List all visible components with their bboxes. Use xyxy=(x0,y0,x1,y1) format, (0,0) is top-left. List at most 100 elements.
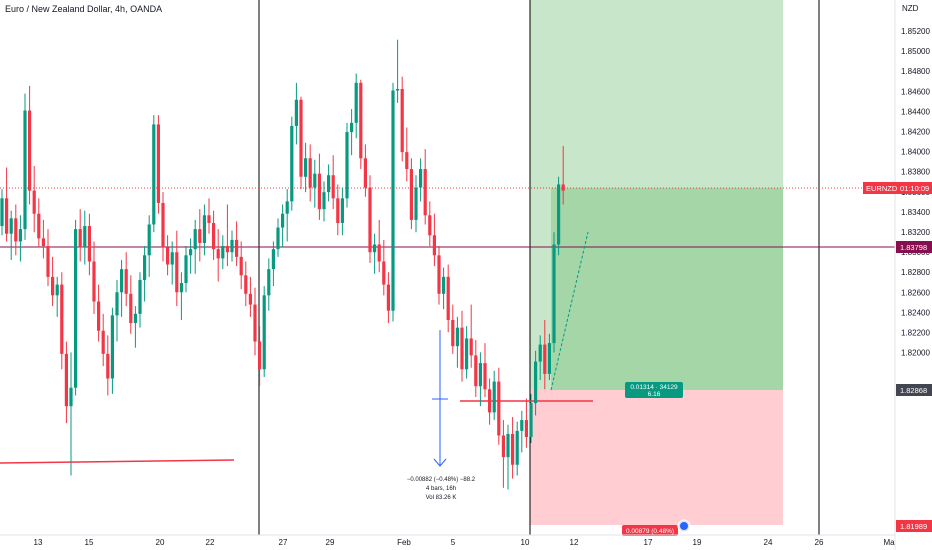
candle-body xyxy=(184,255,188,284)
candle-body xyxy=(193,229,197,250)
measure-label-volume: Vol 83.26 K xyxy=(426,495,457,501)
stop-price-tag: 1.81989 xyxy=(896,520,932,532)
candle-body xyxy=(138,279,142,314)
price-tick-label: 1.82200 xyxy=(901,329,930,338)
candle-body xyxy=(354,82,358,123)
candle-body xyxy=(437,255,441,294)
time-tick-label: 29 xyxy=(326,538,335,547)
candle-body xyxy=(115,292,119,316)
price-tick-label: 1.82400 xyxy=(901,308,930,317)
time-tick-label: 24 xyxy=(764,538,773,547)
time-tick-label: 22 xyxy=(206,538,215,547)
candle-body xyxy=(377,244,381,262)
candle-body xyxy=(133,313,137,324)
candle-body xyxy=(552,244,556,344)
time-tick-label: 27 xyxy=(279,538,288,547)
candle-body xyxy=(391,90,395,311)
candle-body xyxy=(515,430,519,465)
candle-body xyxy=(511,433,515,465)
candle-body xyxy=(212,222,216,250)
candle-body xyxy=(414,187,418,220)
candle-body xyxy=(230,239,234,253)
candle-body xyxy=(267,269,271,296)
price-tick-label: 1.82600 xyxy=(901,288,930,297)
candle-body xyxy=(258,341,262,370)
candle-body xyxy=(290,125,294,202)
time-axis[interactable]: 13 15 20 22 27 29 Feb 5 10 12 17 19 24 26 Ma xyxy=(0,534,895,547)
candle-body xyxy=(363,158,367,188)
candle-body xyxy=(28,110,32,191)
candle-body xyxy=(147,224,151,256)
entry-tag-value: 1.82868 xyxy=(900,386,927,395)
stop-tag-value: 1.81989 xyxy=(900,522,927,531)
candle-body xyxy=(368,187,372,253)
price-tick-label: 1.83800 xyxy=(901,168,930,177)
target-badge-label: 0.01314 · 34129 xyxy=(630,384,678,391)
target-badge-ratio: 6.16 xyxy=(648,391,661,398)
candle-body xyxy=(304,158,308,177)
symbol-tag-label: EURNZD xyxy=(866,184,898,193)
candle-body xyxy=(87,226,91,262)
candle-body xyxy=(179,283,183,293)
candle-body xyxy=(152,124,156,225)
candle-body xyxy=(382,261,386,285)
candle-body xyxy=(175,252,179,293)
candle-body xyxy=(409,169,413,220)
candle-body xyxy=(327,175,331,193)
candle-body xyxy=(317,173,321,210)
stop-badge[interactable]: 0.00879 (0.48%) xyxy=(622,519,691,536)
target-badge[interactable]: 0.01314 · 34129 6.16 xyxy=(625,382,683,398)
target-zone-active xyxy=(551,188,783,390)
candle-body xyxy=(37,213,41,239)
candle-body xyxy=(18,229,22,242)
price-tick-label: 1.84000 xyxy=(901,148,930,157)
time-tick-label: 20 xyxy=(156,538,165,547)
stop-zone[interactable] xyxy=(530,390,783,525)
candle-body xyxy=(534,361,538,404)
candle-body xyxy=(221,246,225,259)
measure-tool[interactable]: −0.00882 (−0.48%) −88.2 4 bars, 16h Vol … xyxy=(407,330,476,501)
candle-body xyxy=(396,88,400,91)
candle-body xyxy=(322,192,326,210)
candle-body xyxy=(350,122,354,133)
candle-body xyxy=(248,293,252,305)
entry-price-tag: 1.82868 xyxy=(896,384,932,396)
candle-body xyxy=(170,252,174,265)
candle-body xyxy=(239,256,243,276)
time-tick-label: 17 xyxy=(644,538,653,547)
avatar-dot xyxy=(680,522,688,530)
level-price-tag: 1.83798 xyxy=(896,241,932,253)
candle-body xyxy=(74,229,78,388)
measure-label-change: −0.00882 (−0.48%) −88.2 xyxy=(407,477,476,483)
price-tick-label: 1.84400 xyxy=(901,107,930,116)
candle-body xyxy=(405,152,409,170)
stop-tag-background xyxy=(896,520,932,532)
candle-body xyxy=(419,169,423,188)
candle-body xyxy=(543,344,547,374)
candle-body xyxy=(106,353,110,379)
candle-body xyxy=(262,295,266,370)
candle-body xyxy=(506,433,510,458)
candle-body xyxy=(124,269,128,294)
time-tick-label: Ma xyxy=(883,538,895,547)
symbol-price-tag: EURNZD 01:10:09 xyxy=(863,182,932,194)
candle-body xyxy=(276,227,280,250)
candle-body xyxy=(143,255,147,280)
candle-body xyxy=(373,244,377,253)
candles xyxy=(0,39,565,490)
candle-body xyxy=(156,124,160,203)
price-tick-label: 1.85000 xyxy=(901,47,930,56)
candle-body xyxy=(501,435,505,458)
candle-body xyxy=(64,353,68,407)
stop-badge-background xyxy=(622,525,678,536)
candle-body xyxy=(442,276,446,294)
time-tick-label: 13 xyxy=(34,538,43,547)
price-axis[interactable]: 1.85200 1.85000 1.84800 1.84600 1.84400 1.842… xyxy=(894,0,930,550)
candle-body xyxy=(216,249,220,259)
candle-body xyxy=(271,249,275,270)
stop-badge-label: 0.00879 (0.48%) xyxy=(626,528,674,535)
trend-line[interactable] xyxy=(0,459,235,464)
candle-body xyxy=(483,363,487,390)
candle-body xyxy=(207,215,211,223)
